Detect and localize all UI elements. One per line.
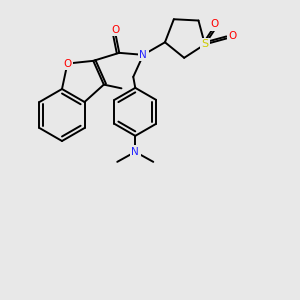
Text: S: S — [201, 39, 208, 50]
Text: N: N — [140, 50, 147, 60]
Text: O: O — [211, 20, 219, 29]
Text: O: O — [63, 58, 71, 69]
Text: O: O — [111, 25, 119, 35]
Text: N: N — [131, 147, 139, 157]
Text: O: O — [229, 32, 237, 41]
